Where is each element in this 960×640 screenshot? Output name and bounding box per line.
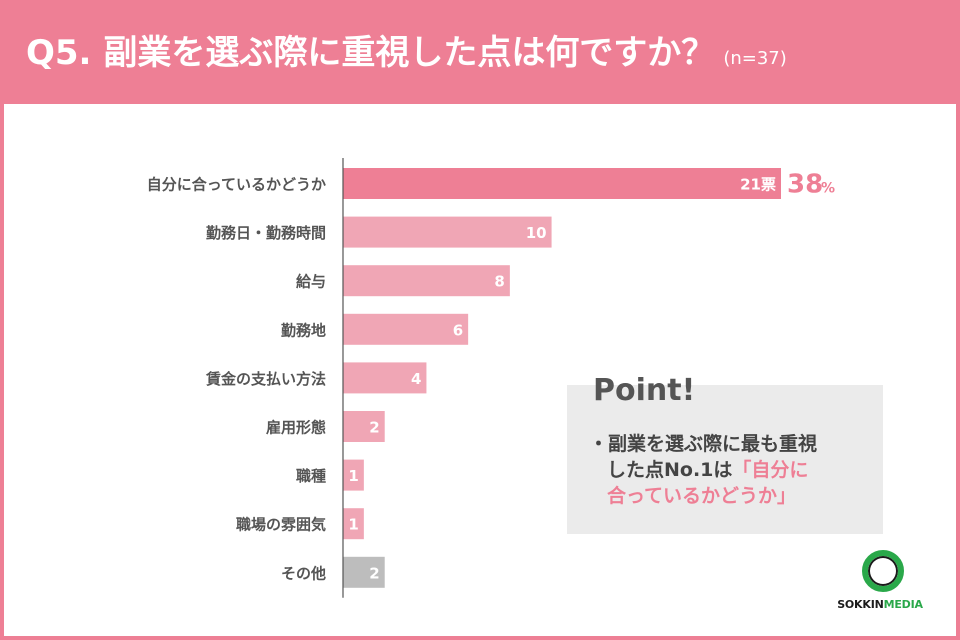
category-label: 勤務地 <box>281 321 326 339</box>
logo-text: SOKKINMEDIA <box>830 598 930 611</box>
bar <box>343 411 385 442</box>
header-banner: Q5. 副業を選ぶ際に重視した点は何ですか？ (n=37) <box>0 0 960 104</box>
category-label: 勤務日・勤務時間 <box>206 224 326 242</box>
bar <box>343 508 364 540</box>
page-title: Q5. 副業を選ぶ際に重視した点は何ですか？ (n=37) <box>26 30 787 82</box>
point-line-2-accent: 「自分に <box>732 459 809 481</box>
category-label: 自分に合っているかどうか <box>147 176 326 194</box>
point-heading: Point! <box>593 373 696 408</box>
value-label: 1 <box>348 516 358 534</box>
bar <box>343 168 781 199</box>
point-line-2: した点No.1は「自分に <box>589 457 869 483</box>
value-label: 8 <box>494 273 504 291</box>
category-label: 職種 <box>296 467 326 485</box>
point-line-1: ・副業を選ぶ際に最も重視 <box>589 433 818 455</box>
value-label: 6 <box>453 321 463 339</box>
percent-unit: % <box>821 181 835 197</box>
title-text: Q5. 副業を選ぶ際に重視した点は何ですか？ <box>26 33 716 73</box>
value-label: 2 <box>369 564 379 582</box>
bar <box>343 265 510 297</box>
value-label: 4 <box>411 370 421 388</box>
value-label: 10 <box>526 224 547 242</box>
point-body: ・副業を選ぶ際に最も重視 した点No.1は「自分に 合っているかどうか」 <box>589 431 869 509</box>
category-label: 職場の雰囲気 <box>236 516 326 534</box>
bar <box>343 459 364 491</box>
sample-size: (n=37) <box>723 48 787 69</box>
category-label: その他 <box>281 564 326 582</box>
value-label: 21票 <box>740 176 776 194</box>
bar <box>343 362 427 394</box>
logo-text-part2: MEDIA <box>883 598 923 611</box>
bar <box>343 313 469 345</box>
logo-ring-icon <box>862 550 904 592</box>
sokkin-media-logo: SOKKINMEDIA <box>830 548 930 618</box>
category-label: 雇用形態 <box>266 419 326 437</box>
value-label: 1 <box>348 467 358 485</box>
value-label: 2 <box>369 419 379 437</box>
bar <box>343 216 552 248</box>
percent-label: 38 <box>787 170 823 200</box>
category-label: 賃金の支払い方法 <box>205 370 326 388</box>
point-callout: Point! ・副業を選ぶ際に最も重視 した点No.1は「自分に 合っているかど… <box>567 373 883 534</box>
point-line-3: 合っているかどうか」 <box>607 485 797 507</box>
category-label: 給与 <box>296 273 326 291</box>
logo-text-part1: SOKKIN <box>837 598 884 611</box>
point-line-2-plain: した点No.1は <box>607 459 733 481</box>
bar <box>343 556 385 588</box>
